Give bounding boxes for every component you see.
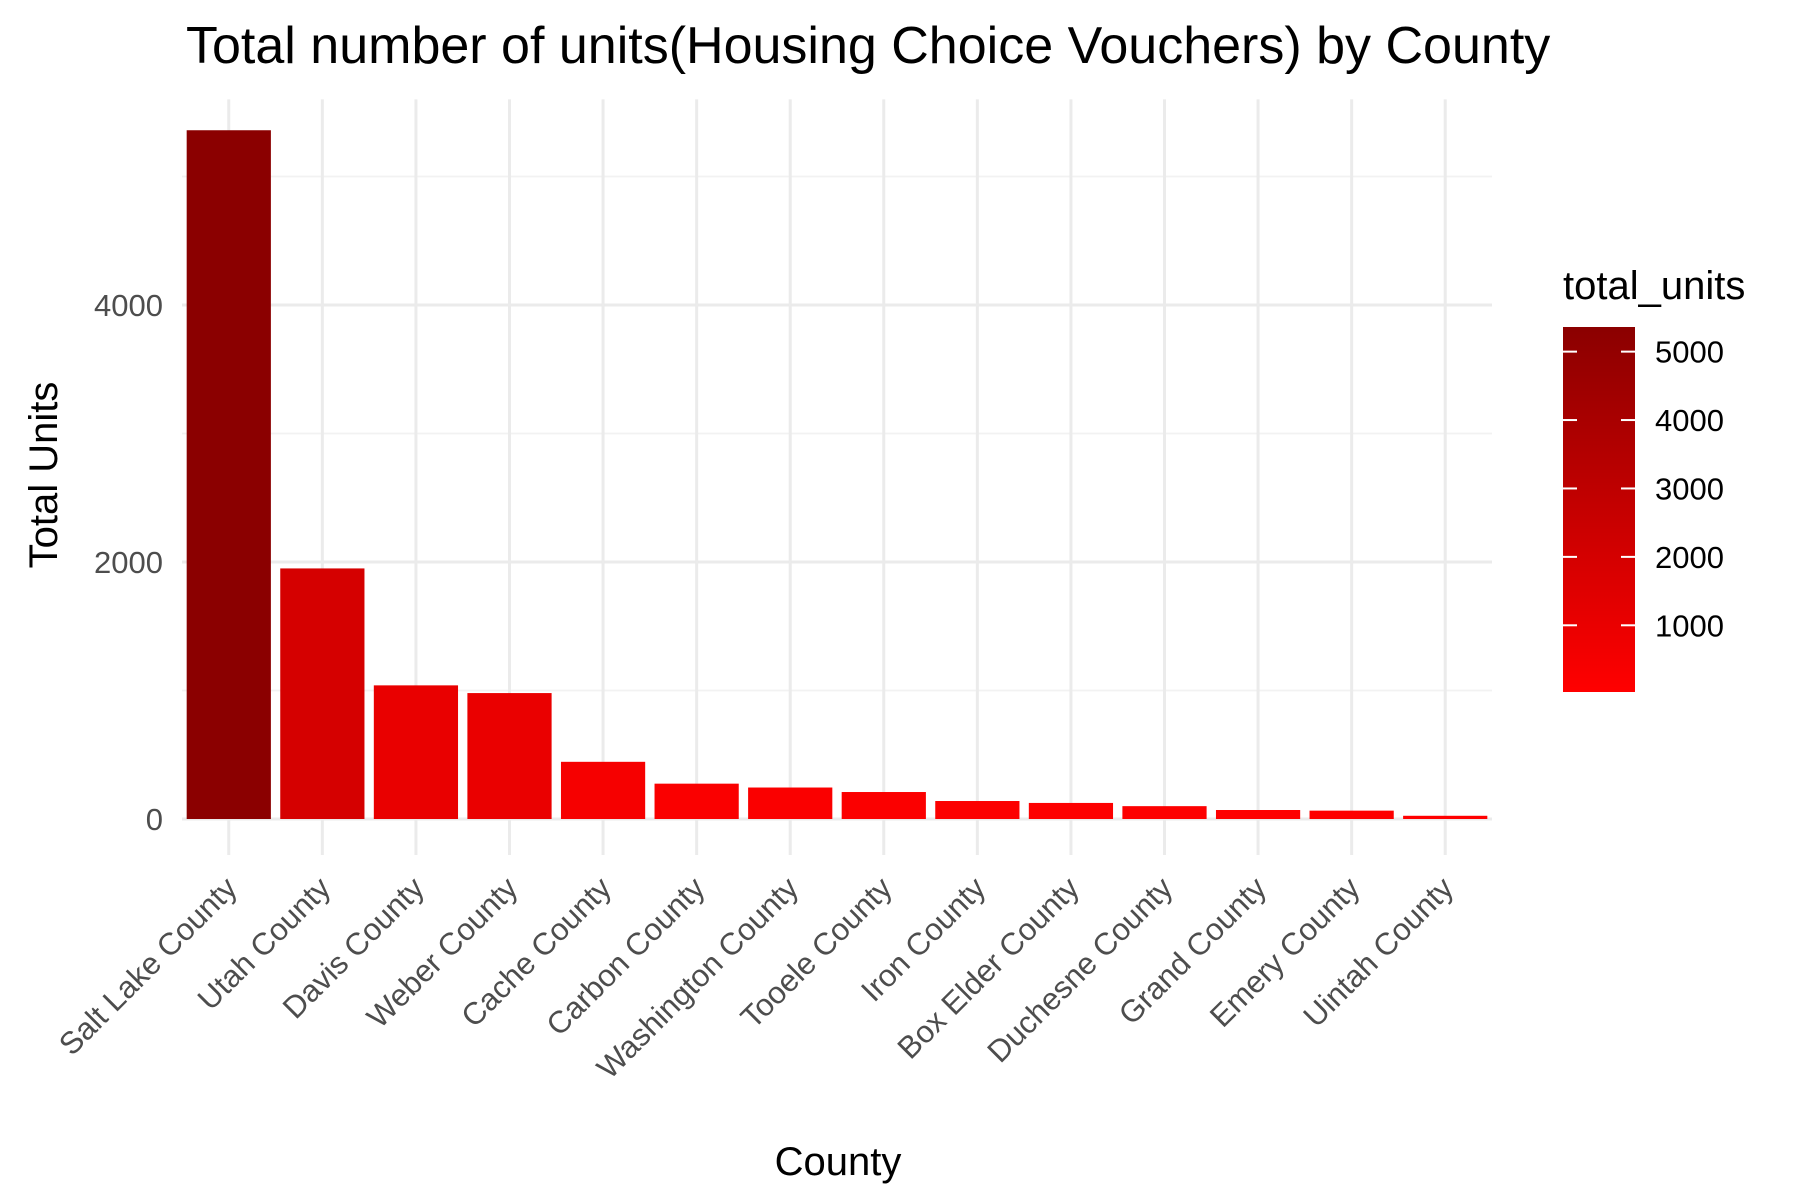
legend-ticks: 1000 2000 3000 4000 5000	[1563, 335, 1724, 643]
bar-uintah-county	[1403, 815, 1488, 819]
legend-tick-label: 1000	[1655, 608, 1724, 643]
bar-utah-county	[280, 568, 365, 819]
bar-salt-lake-county	[186, 130, 271, 820]
legend-title: total_units	[1563, 264, 1745, 308]
legend-colorbar	[1563, 327, 1635, 692]
grid	[182, 99, 1492, 855]
bar-iron-county	[935, 801, 1020, 819]
y-axis-title: Total Units	[22, 382, 66, 569]
bar-weber-county	[467, 693, 552, 819]
y-tick-label: 0	[146, 802, 163, 837]
bar-davis-county	[373, 685, 459, 819]
bar-washington-county	[748, 787, 833, 819]
bar-emery-county	[1309, 810, 1394, 819]
x-tick-label: Carbon County	[539, 870, 712, 1043]
bar-tooele-county	[841, 792, 926, 819]
legend-tick-label: 5000	[1655, 335, 1724, 370]
chart-title: Total number of units(Housing Choice Vou…	[186, 17, 1550, 75]
bar-grand-county	[1215, 810, 1301, 819]
bar-box-elder-county	[1028, 802, 1114, 819]
y-tick-label: 2000	[94, 545, 163, 580]
bar-cache-county	[560, 761, 646, 819]
x-axis-title: County	[775, 1140, 902, 1184]
bar-duchesne-county	[1122, 806, 1207, 819]
bars	[186, 130, 1488, 820]
x-tick-label: Salt Lake County	[52, 870, 244, 1062]
y-tick-label: 4000	[94, 288, 163, 323]
legend-tick-label: 3000	[1655, 471, 1724, 506]
legend-tick-label: 4000	[1655, 403, 1724, 438]
y-axis-ticks: 0 2000 4000	[94, 288, 163, 837]
legend: total_units 1000 2000 3000 4000 5000	[1563, 264, 1745, 692]
legend-tick-label: 2000	[1655, 540, 1724, 575]
bar-carbon-county	[654, 783, 739, 819]
